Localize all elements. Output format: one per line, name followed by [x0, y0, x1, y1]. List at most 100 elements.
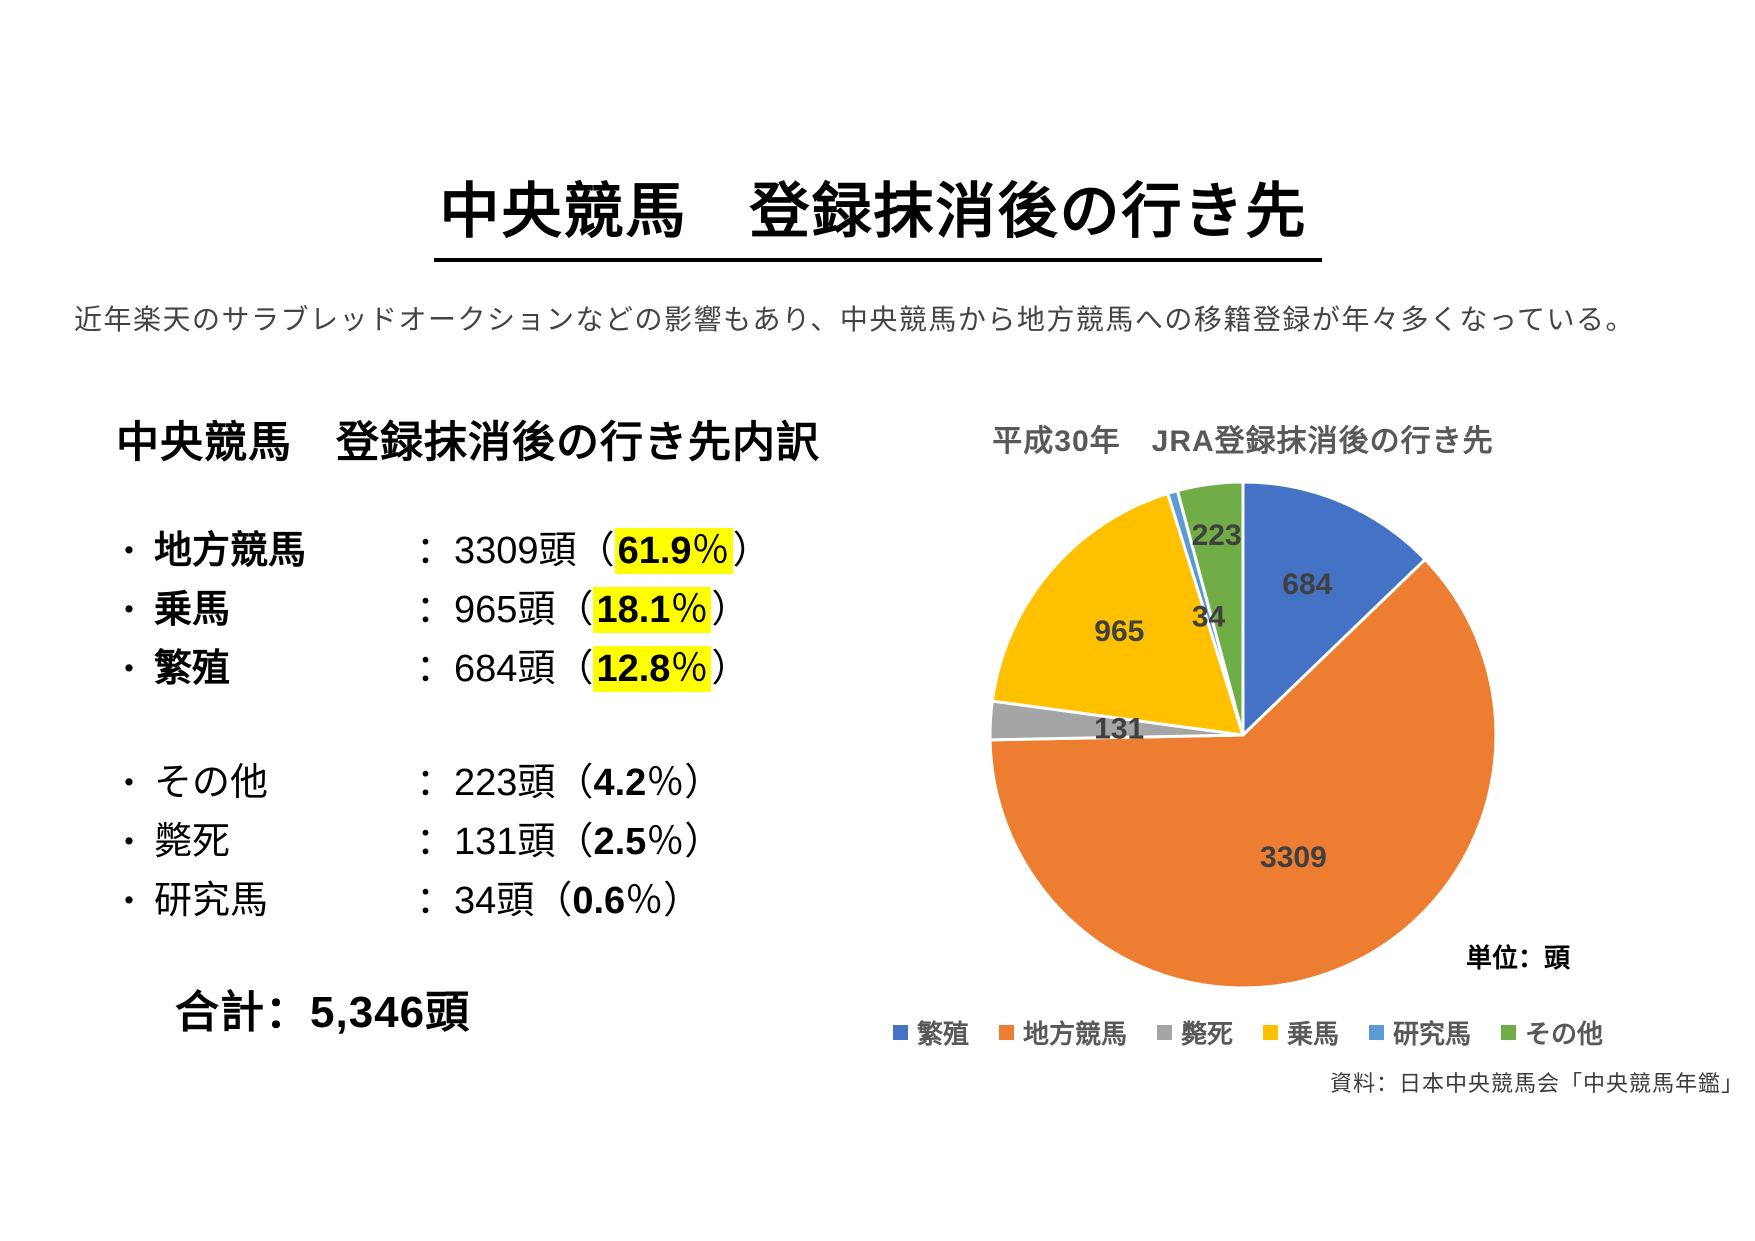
breakdown-list-primary: ・地方競馬 ：3309頭（61.9％）・乗馬 ：965頭（18.1％）・繁殖 ：684…	[112, 522, 771, 699]
legend-label: 研究馬	[1393, 1019, 1472, 1049]
item-label: 地方競馬	[154, 530, 307, 572]
unit-label: 単位：頭	[1466, 943, 1571, 973]
breakdown-item: ・地方競馬 ：3309頭（61.9％）	[112, 522, 771, 581]
paren-close: ）	[684, 762, 723, 804]
legend-item: 研究馬	[1369, 1014, 1471, 1051]
item-count: 3309頭	[454, 530, 577, 572]
legend-swatch-icon	[1369, 1025, 1385, 1040]
paren-open: （	[555, 648, 594, 690]
chart-legend: 繁殖 地方競馬 斃死 乗馬 研究馬 その他	[892, 1014, 1603, 1051]
item-count: 131頭	[454, 821, 556, 863]
bullet: ・	[112, 651, 146, 689]
slice-value-label: 684	[1282, 568, 1332, 601]
paren-open: （	[555, 589, 594, 631]
legend-item: 斃死	[1156, 1014, 1233, 1051]
breakdown-list-secondary: ・その他 ：223頭（4.2％）・斃死 ：131頭（2.5％）・研究馬 ：34頭（0.…	[112, 754, 722, 931]
bullet: ・	[112, 883, 146, 921]
item-count: 223頭	[454, 762, 556, 804]
paren-open: （	[555, 821, 594, 863]
slice-value-label: 3309	[1260, 841, 1327, 874]
item-label: 研究馬	[154, 880, 269, 922]
paren-open: （	[555, 762, 594, 804]
percent-sign: ％	[691, 530, 730, 572]
percent-value: 4.2	[593, 762, 647, 804]
item-percent: 2.5％	[593, 821, 684, 863]
breakdown-item: ・乗馬 ：965頭（18.1％）	[112, 581, 771, 640]
pie-slice-3	[990, 491, 1245, 737]
item-count: 34頭	[454, 880, 535, 922]
item-percent: 4.2％	[593, 762, 684, 804]
pie-chart: 684 3309 131 965 34 223	[988, 480, 1498, 990]
percent-value: 0.6	[572, 880, 626, 922]
colon: ：	[416, 530, 455, 572]
paren-close: ）	[732, 530, 771, 572]
paren-open: （	[576, 530, 615, 572]
item-percent: 0.6％	[572, 880, 663, 922]
paren-open: （	[534, 880, 573, 922]
percent-value: 2.5	[593, 821, 647, 863]
legend-item: 繁殖	[892, 1014, 969, 1051]
legend-swatch-icon	[1501, 1025, 1517, 1040]
page-subtitle: 近年楽天のサラブレッドオークションなどの影響もあり、中央競馬から地方競馬への移籍…	[74, 304, 1635, 335]
page-title-text: 中央競馬 登録抹消後の行き先	[433, 163, 1322, 262]
pie-slice-0	[1241, 480, 1427, 737]
percent-sign: ％	[670, 589, 709, 631]
paren-close: ）	[663, 880, 702, 922]
legend-swatch-icon	[1263, 1025, 1278, 1040]
percent-sign: ％	[670, 648, 709, 690]
legend-item: その他	[1501, 1014, 1603, 1051]
bullet: ・	[112, 533, 146, 571]
item-count: 965頭	[454, 589, 556, 631]
breakdown-item: ・斃死 ：131頭（2.5％）	[112, 813, 722, 872]
slice-value-label: 223	[1192, 519, 1242, 552]
item-label: 乗馬	[154, 589, 231, 631]
percent-value: 12.8	[596, 648, 671, 690]
legend-item: 地方競馬	[998, 1014, 1127, 1051]
legend-item: 乗馬	[1263, 1014, 1339, 1051]
colon: ：	[416, 589, 455, 631]
legend-label: 斃死	[1180, 1019, 1233, 1049]
paren-close: ）	[711, 648, 750, 690]
item-label: 斃死	[154, 821, 231, 863]
percent-value: 61.9	[617, 530, 692, 572]
percent-sign: ％	[646, 762, 685, 804]
chart-title: 平成30年 JRA登録抹消後の行き先	[992, 425, 1494, 458]
colon: ：	[416, 762, 455, 804]
paren-close: ）	[684, 821, 723, 863]
colon: ：	[416, 648, 455, 690]
item-label: その他	[154, 762, 269, 804]
legend-swatch-icon	[998, 1025, 1014, 1040]
slice-value-label: 34	[1192, 600, 1226, 633]
pie-slice-5	[1175, 480, 1245, 737]
colon: ：	[416, 821, 455, 863]
percent-sign: ％	[625, 880, 664, 922]
breakdown-item: ・研究馬 ：34頭（0.6％）	[112, 872, 722, 931]
legend-label: 繁殖	[916, 1019, 969, 1049]
breakdown-item: ・その他 ：223頭（4.2％）	[112, 754, 722, 813]
breakdown-heading: 中央競馬 登録抹消後の行き先内訳	[116, 419, 820, 467]
item-count: 684頭	[454, 648, 556, 690]
percent-sign: ％	[646, 821, 685, 863]
legend-swatch-icon	[892, 1025, 908, 1040]
bullet: ・	[112, 824, 146, 862]
colon: ：	[416, 880, 455, 922]
bullet: ・	[112, 765, 146, 803]
paren-close: ）	[711, 589, 750, 631]
total-count: 合計：5,346頭	[175, 988, 471, 1037]
item-percent: 12.8％	[593, 646, 712, 692]
breakdown-item: ・繁殖 ：684頭（12.8％）	[112, 640, 771, 699]
slice-value-label: 965	[1094, 615, 1144, 648]
legend-label: 乗馬	[1287, 1019, 1340, 1049]
legend-label: その他	[1525, 1019, 1604, 1049]
page-title: 中央競馬 登録抹消後の行き先	[0, 163, 1755, 262]
bullet: ・	[112, 592, 146, 630]
legend-label: 地方競馬	[1022, 1019, 1127, 1049]
item-percent: 18.1％	[593, 587, 712, 633]
pie-slice-1	[988, 557, 1498, 990]
percent-value: 18.1	[596, 589, 671, 631]
source-note: 資料：日本中央競馬会「中央競馬年鑑」	[1329, 1071, 1744, 1096]
legend-swatch-icon	[1156, 1025, 1172, 1040]
slice-value-label: 131	[1094, 712, 1144, 745]
item-percent: 61.9％	[614, 528, 733, 574]
